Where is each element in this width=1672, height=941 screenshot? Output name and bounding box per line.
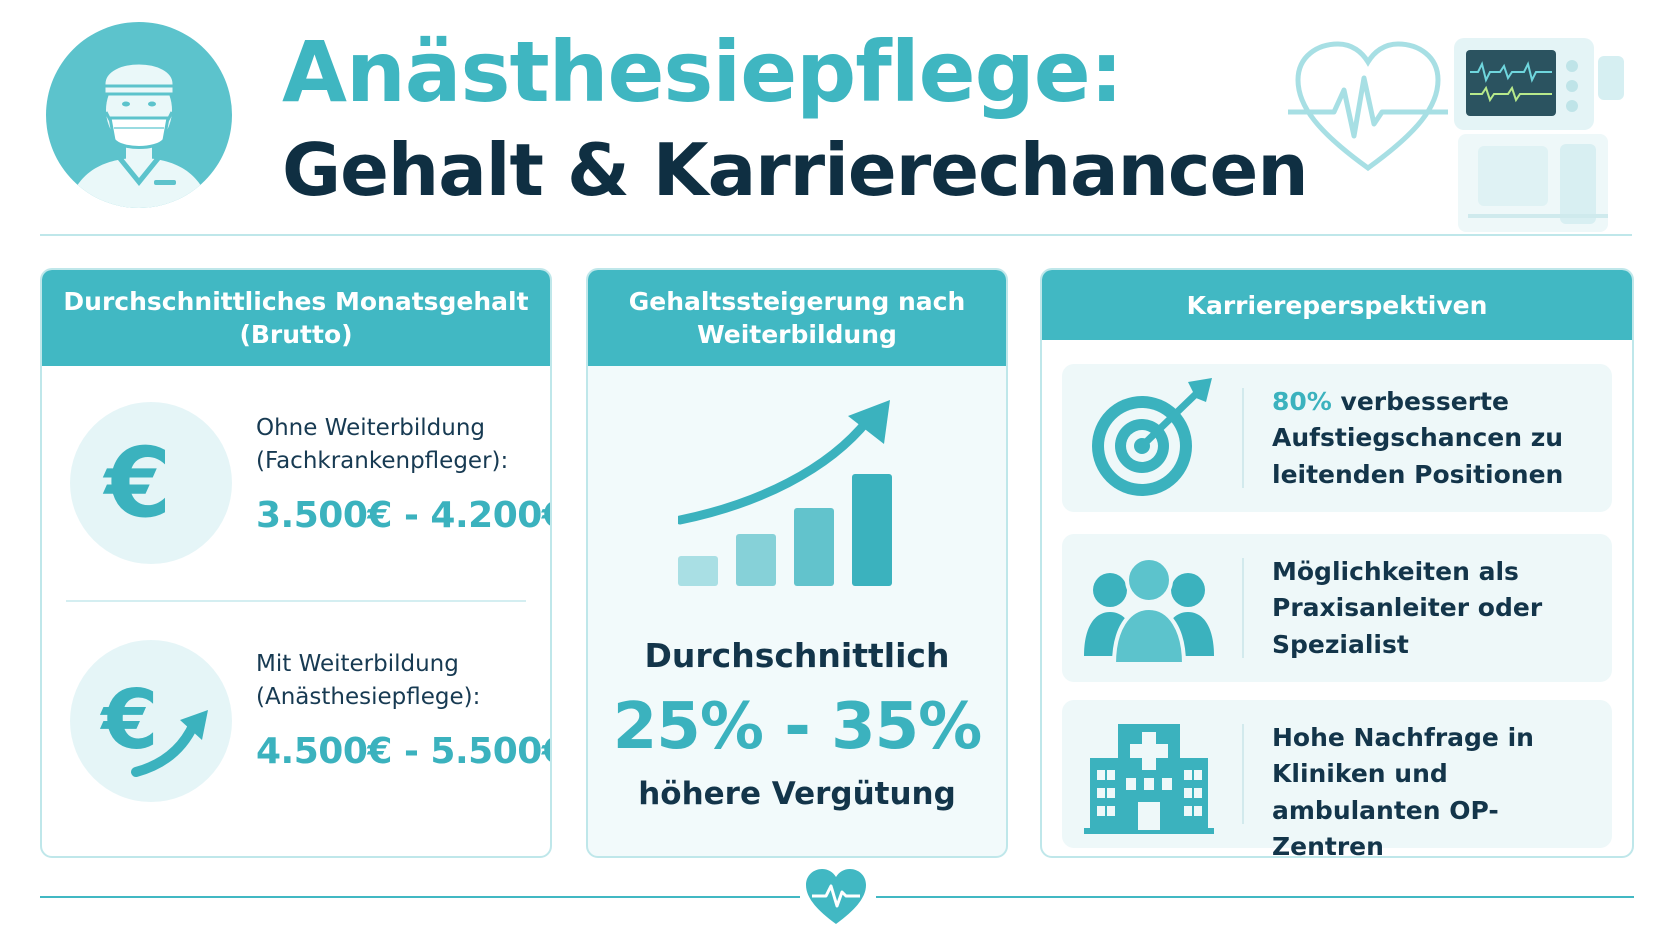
salary-divider: [66, 600, 526, 602]
increase-subtext: höhere Vergütung: [638, 776, 956, 812]
career-item-promotion-text: 80% verbesserte Aufstiegschancen zu leit…: [1272, 384, 1602, 493]
hospital-icon: [1084, 724, 1214, 834]
header-divider: [40, 234, 1632, 236]
svg-text:€: €: [99, 673, 158, 768]
career-item-demand-text: Hohe Nachfrage in Kliniken und ambulante…: [1272, 723, 1534, 858]
career-item-demand: Hohe Nachfrage in Kliniken und ambulante…: [1062, 700, 1612, 856]
target-icon: [1092, 378, 1212, 496]
perk-separator: [1242, 724, 1244, 824]
page-title: Anästhesiepflege:: [282, 23, 1123, 121]
perk-separator: [1242, 558, 1244, 658]
footer-line-left: [40, 896, 800, 898]
salary-without-value: 3.500€ - 4.200€: [256, 494, 552, 536]
svg-text:€: €: [103, 427, 172, 539]
euro-icon: €: [70, 402, 232, 564]
increase-card: Gehaltssteigerung nach Weiterbildung Dur…: [586, 268, 1008, 858]
career-highlight: 80%: [1272, 387, 1332, 416]
euro-growth-icon: €: [70, 640, 232, 802]
salary-card-heading: Durchschnittliches Monatsgehalt (Brutto): [42, 270, 550, 366]
career-card-heading: Karriereperspektiven: [1042, 270, 1632, 340]
anesthesia-monitor-icon: [1454, 38, 1624, 232]
salary-card: Durchschnittliches Monatsgehalt (Brutto)…: [40, 268, 552, 858]
salary-with-label-2: (Anästhesiepflege):: [256, 684, 481, 711]
salary-with-label-1: Mit Weiterbildung: [256, 651, 459, 677]
perk-separator: [1242, 388, 1244, 488]
page-subtitle: Gehalt & Karrierechancen: [282, 128, 1309, 212]
career-item-text: verbesserte Aufstiegschancen zu leitende…: [1272, 387, 1564, 489]
salary-without-label-2: (Fachkrankenpfleger):: [256, 448, 509, 475]
career-item-promotion: 80% verbesserte Aufstiegschancen zu leit…: [1062, 364, 1612, 512]
salary-without-label-1: Ohne Weiterbildung: [256, 415, 486, 441]
salary-with-value: 4.500€ - 5.500€: [256, 730, 552, 772]
footer-heart-icon: [806, 869, 866, 924]
career-card: Karriereperspektiven 80% verbesserte Auf…: [1040, 268, 1634, 858]
career-item-trainer: Möglichkeiten als Praxisanleiter oder Sp…: [1062, 534, 1612, 682]
team-icon: [1084, 556, 1214, 666]
footer-line-right: [876, 896, 1634, 898]
career-item-trainer-text: Möglichkeiten als Praxisanleiter oder Sp…: [1272, 557, 1543, 659]
salary-with-training: Mit Weiterbildung (Anästhesiepflege): 4.…: [256, 648, 552, 772]
heartbeat-heart-icon: [1288, 41, 1448, 172]
nurse-avatar-icon: [46, 22, 232, 208]
increase-label: Durchschnittlich: [644, 636, 950, 675]
salary-without-training: Ohne Weiterbildung (Fachkrankenpfleger):…: [256, 412, 552, 536]
increase-value: 25% - 35%: [612, 690, 983, 764]
increase-card-heading: Gehaltssteigerung nach Weiterbildung: [588, 270, 1006, 366]
growth-bar-chart-icon: [678, 400, 892, 586]
